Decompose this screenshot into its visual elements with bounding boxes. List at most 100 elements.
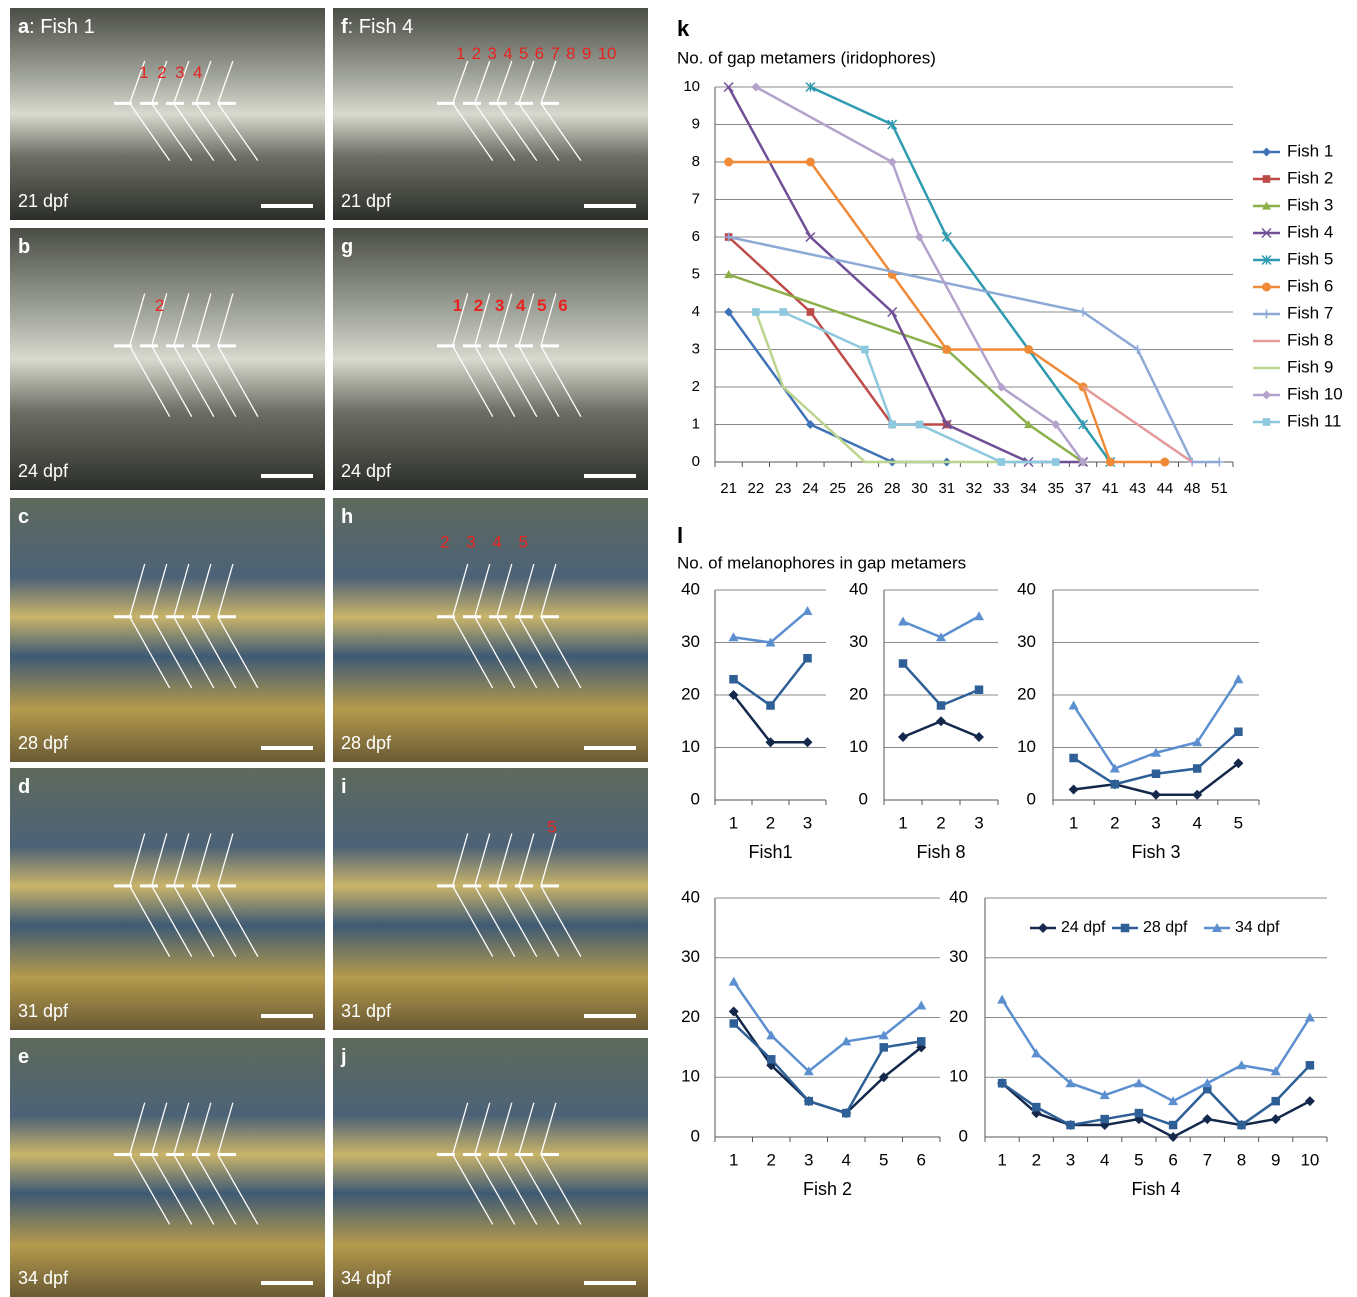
data-point xyxy=(1066,1120,1075,1130)
stage-label: 21 dpf xyxy=(341,191,392,211)
data-point xyxy=(898,616,908,626)
data-point xyxy=(887,306,898,318)
data-point xyxy=(898,659,908,668)
x-tick-label: 24 xyxy=(802,480,819,497)
data-point xyxy=(766,1030,777,1040)
x-axis-label: Fish 3 xyxy=(1131,842,1180,862)
data-point xyxy=(1270,1066,1281,1076)
data-point xyxy=(1078,307,1088,317)
x-tick-label: 5 xyxy=(1234,813,1243,832)
legend-label: Fish 8 xyxy=(1287,330,1333,349)
segment-line xyxy=(518,103,560,162)
segment-line xyxy=(496,1154,538,1225)
series-line xyxy=(727,236,947,426)
panel-heading: b xyxy=(18,236,30,258)
segment-line xyxy=(540,833,557,887)
scale-bar xyxy=(584,204,636,208)
photo xyxy=(10,1038,325,1297)
data-point xyxy=(842,1108,851,1118)
panel-letter: k xyxy=(677,16,690,41)
y-tick-label: 3 xyxy=(692,340,700,357)
data-point xyxy=(861,345,869,354)
segment-number: 9 xyxy=(582,44,591,63)
segment-number: 2 xyxy=(474,296,483,315)
x-axis-label: Fish 2 xyxy=(803,1179,852,1199)
segment-number: 4 xyxy=(492,532,501,551)
y-tick-label: 0 xyxy=(691,789,700,808)
x-tick-label: 1 xyxy=(729,1150,738,1169)
panel-label: : Fish 4 xyxy=(348,16,414,38)
segment-line xyxy=(496,563,513,617)
segment-line xyxy=(540,563,557,617)
x-tick-label: 51 xyxy=(1211,480,1228,497)
series-line xyxy=(902,662,980,707)
segment-line xyxy=(151,563,168,617)
segment-line xyxy=(217,1102,234,1155)
data-point xyxy=(974,611,984,621)
legend-marker xyxy=(1262,147,1271,157)
photo xyxy=(333,498,648,762)
segment-line xyxy=(518,885,560,957)
legend-label: 34 dpf xyxy=(1235,919,1280,936)
panel-letter: g xyxy=(341,236,353,258)
stage-label: 34 dpf xyxy=(18,1268,69,1288)
x-tick-label: 43 xyxy=(1129,480,1146,497)
data-point xyxy=(1133,345,1143,354)
scale-bar xyxy=(261,1014,313,1018)
y-tick-label: 10 xyxy=(681,737,700,756)
panel-letter: b xyxy=(18,236,30,258)
segment-line xyxy=(151,885,193,957)
x-tick-label: 23 xyxy=(775,480,792,497)
segment-line xyxy=(452,293,469,347)
photo xyxy=(333,228,648,490)
x-tick-label: 48 xyxy=(1184,480,1201,497)
segment-line xyxy=(474,103,516,162)
x-tick-label: 1 xyxy=(997,1150,1006,1169)
photo xyxy=(333,8,648,220)
legend-marker xyxy=(1262,418,1271,426)
photo xyxy=(10,498,325,762)
segment-number: 3 xyxy=(495,296,504,315)
segment-number: 6 xyxy=(558,296,567,315)
stage-label: 24 dpf xyxy=(341,461,392,481)
segment-line xyxy=(129,345,171,417)
data-point xyxy=(1133,1078,1144,1088)
x-axis-label: Fish 4 xyxy=(1131,1179,1180,1199)
data-point xyxy=(1304,1096,1315,1107)
stage-label: 21 dpf xyxy=(18,191,69,211)
y-tick-label: 10 xyxy=(683,78,700,95)
x-tick-label: 5 xyxy=(879,1150,888,1169)
photo xyxy=(333,768,648,1030)
segment-line xyxy=(129,616,171,689)
data-point xyxy=(878,1030,889,1040)
data-point xyxy=(1234,727,1243,736)
photo xyxy=(10,228,325,490)
data-point xyxy=(765,637,776,647)
segment-line xyxy=(518,563,535,617)
segment-number: 2 xyxy=(472,44,481,63)
segment-number: 3 xyxy=(466,532,475,551)
segment-number: 1 xyxy=(456,44,465,63)
x-axis-label: Fish1 xyxy=(748,842,792,862)
x-tick-label: 32 xyxy=(966,480,983,497)
data-point xyxy=(1192,789,1203,800)
segment-line xyxy=(518,833,535,887)
y-tick-label: 0 xyxy=(1027,789,1036,808)
data-point xyxy=(914,232,924,242)
series-line xyxy=(1082,385,1193,464)
y-tick-label: 30 xyxy=(949,947,968,966)
data-point xyxy=(1109,763,1120,773)
segment-line xyxy=(217,345,259,417)
segment-number: 2 xyxy=(155,296,164,315)
data-point xyxy=(1305,1061,1315,1070)
segment-line xyxy=(474,1102,491,1155)
legend-label: 28 dpf xyxy=(1143,919,1188,936)
data-point xyxy=(916,1000,927,1010)
segment-line xyxy=(151,345,193,417)
panel-heading: i xyxy=(341,776,347,798)
x-tick-label: 25 xyxy=(829,480,846,497)
legend-label: Fish 10 xyxy=(1287,384,1343,403)
segment-line xyxy=(452,563,469,617)
series-line xyxy=(755,85,1085,463)
